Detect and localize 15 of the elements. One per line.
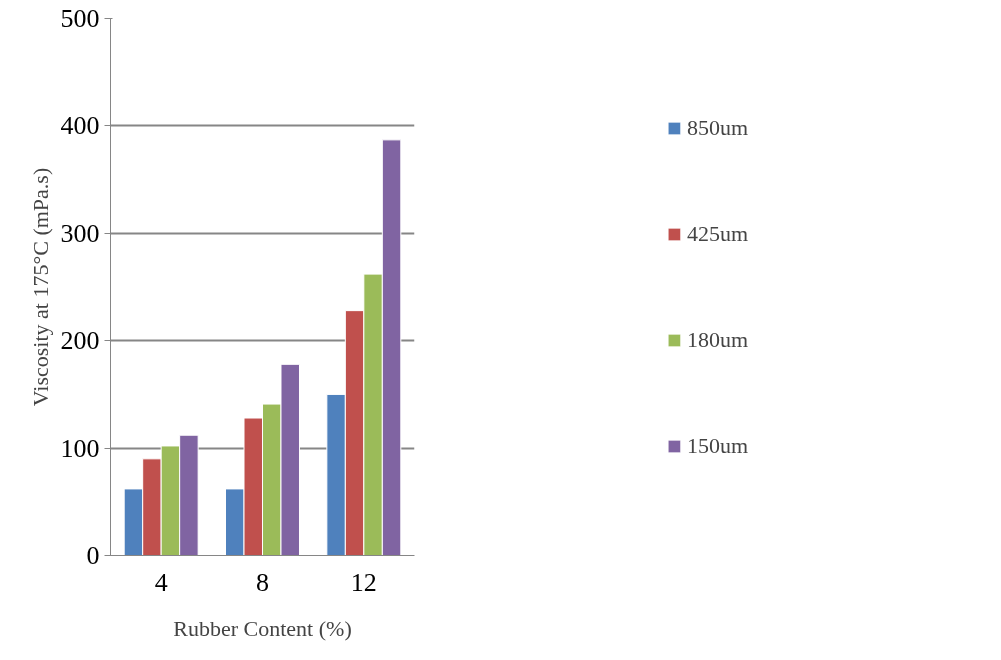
legend-label: 150um (686, 432, 749, 459)
y-tick-label: 400 (60, 111, 100, 141)
x-tick-label: 8 (256, 567, 269, 597)
y-tick-label: 100 (60, 433, 100, 463)
y-tick-label: 300 (60, 218, 100, 248)
x-tick-label: 4 (154, 567, 168, 597)
x-axis-title: Rubber Content (%) (173, 615, 352, 641)
legend-label: 425um (686, 220, 749, 247)
y-tick-label: 0 (86, 541, 100, 570)
legend-label: 180um (686, 326, 749, 353)
y-tick-label: 200 (60, 326, 100, 356)
legend-label: 850um (686, 114, 749, 141)
y-axis-title: Viscosity at 175°C (mPa.s) (27, 167, 53, 407)
x-tick-label: 12 (350, 567, 377, 597)
y-tick-label: 500 (60, 4, 100, 33)
